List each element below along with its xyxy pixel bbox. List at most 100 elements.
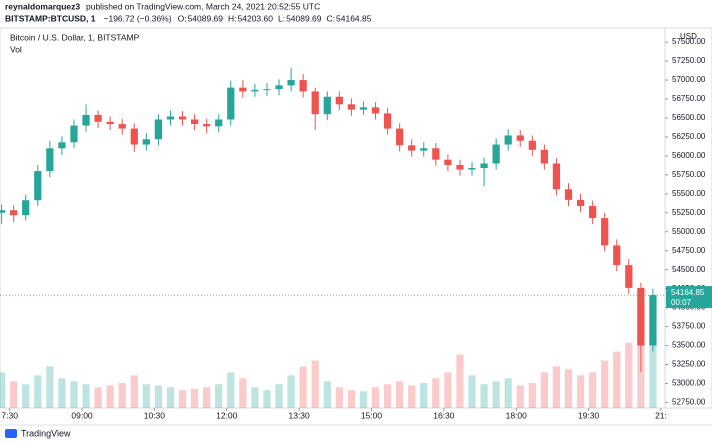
candle-body	[58, 142, 66, 149]
candle-body	[323, 96, 331, 115]
candle-body	[275, 85, 283, 90]
x-tick-label: 15:00	[361, 410, 383, 420]
x-tick-label: 13:30	[288, 410, 310, 420]
volume-bar	[528, 383, 536, 408]
volume-bar	[601, 360, 609, 408]
candle-body	[383, 113, 392, 129]
x-tick-label: 09:00	[71, 410, 93, 420]
y-tick-label: 53000.00	[672, 379, 706, 388]
y-tick-label: 53500.00	[672, 341, 706, 350]
ohlc-key: O:	[178, 13, 187, 23]
volume-bar	[58, 378, 66, 408]
volume-bar	[540, 372, 549, 408]
candle-body	[444, 159, 452, 166]
volume-bar	[275, 384, 283, 408]
candle-body	[203, 124, 211, 127]
candle-body	[227, 87, 235, 120]
candle-body	[528, 140, 536, 150]
candle-body	[564, 189, 573, 200]
candle-body	[311, 91, 319, 115]
volume-bar	[287, 375, 295, 408]
ohlc-value: 54089.69	[286, 13, 322, 23]
candle-body	[239, 87, 247, 92]
countdown: 00:07	[671, 298, 692, 307]
volume-bar	[118, 383, 126, 408]
ohlc-key: C:	[327, 13, 336, 23]
ohlc-value: 54164.85	[336, 13, 372, 23]
candle-body	[468, 168, 476, 170]
volume-bar	[34, 375, 42, 408]
ohlc-value: 54089.69	[188, 13, 224, 23]
y-tick-label: 55250.00	[672, 208, 706, 217]
y-tick-label: 55750.00	[672, 170, 706, 179]
candle-body	[432, 148, 440, 160]
candle-body	[371, 107, 380, 114]
published: published on TradingView.com, March 24, …	[86, 1, 320, 11]
change: −196.72 (−0.36%)	[104, 13, 172, 23]
brand-logo	[5, 429, 17, 438]
y-tick-label: 57500.00	[672, 37, 706, 46]
brand: TradingView	[21, 428, 71, 438]
volume-bar	[10, 381, 18, 408]
x-tick-label: 16:30	[433, 410, 455, 420]
candle-body	[10, 210, 18, 216]
candle-body	[456, 165, 464, 170]
volume-bar	[468, 375, 476, 408]
volume-bar	[142, 384, 150, 408]
volume-bar	[130, 375, 138, 408]
candle-body	[299, 80, 307, 92]
candle-body	[335, 96, 343, 105]
candle-body	[215, 119, 223, 127]
y-tick-label: 56000.00	[672, 151, 706, 160]
volume-bar	[359, 391, 368, 408]
y-tick-label: 52750.00	[672, 398, 706, 407]
y-tick-label: 56500.00	[672, 113, 706, 122]
volume-bar	[227, 372, 235, 408]
candle-body	[154, 119, 163, 140]
volume-bar	[649, 336, 657, 408]
chart-frame	[0, 27, 712, 409]
volume-bar	[178, 390, 187, 408]
candle-body	[22, 200, 30, 216]
y-tick-label: 56250.00	[672, 132, 706, 141]
volume-bar	[552, 366, 561, 408]
volume-bar	[239, 378, 247, 408]
volume-bar	[516, 385, 524, 408]
candle-body	[540, 149, 549, 164]
candle-body	[251, 89, 259, 92]
y-tick-label: 54500.00	[672, 265, 706, 274]
volume-bar	[82, 384, 90, 408]
volume-bar	[190, 389, 199, 408]
ohlc-key: L:	[278, 13, 285, 23]
candle-body	[166, 116, 175, 120]
candle-body	[46, 148, 54, 172]
x-tick-label: 19:30	[578, 410, 600, 420]
y-tick-label: 57000.00	[672, 75, 706, 84]
y-tick-label: 53750.00	[672, 322, 706, 331]
volume-bar	[444, 372, 452, 408]
candle-body	[649, 295, 657, 346]
volume-bar	[251, 387, 259, 408]
candle-body	[396, 128, 404, 146]
candle-body	[70, 125, 78, 143]
candle-body	[82, 114, 90, 126]
volume-bar	[263, 390, 271, 408]
y-tick-label: 53250.00	[672, 360, 706, 369]
last-price-label: 54164.85	[671, 288, 705, 297]
volume-bar	[396, 381, 404, 408]
y-tick-label: 55000.00	[672, 227, 706, 236]
volume-bar	[589, 372, 597, 408]
x-tick-label: 18:00	[506, 410, 528, 420]
volume-bar	[456, 354, 464, 408]
x-tick-label: 10:30	[144, 410, 166, 420]
candle-body	[504, 135, 512, 145]
candle-body	[408, 145, 416, 151]
volume-bar	[420, 383, 428, 408]
volume-bar	[299, 366, 307, 408]
candle-body	[589, 205, 597, 219]
author: reynaldomarquez3	[5, 1, 80, 11]
volume-bar	[383, 384, 392, 408]
volume-bar	[203, 387, 211, 408]
